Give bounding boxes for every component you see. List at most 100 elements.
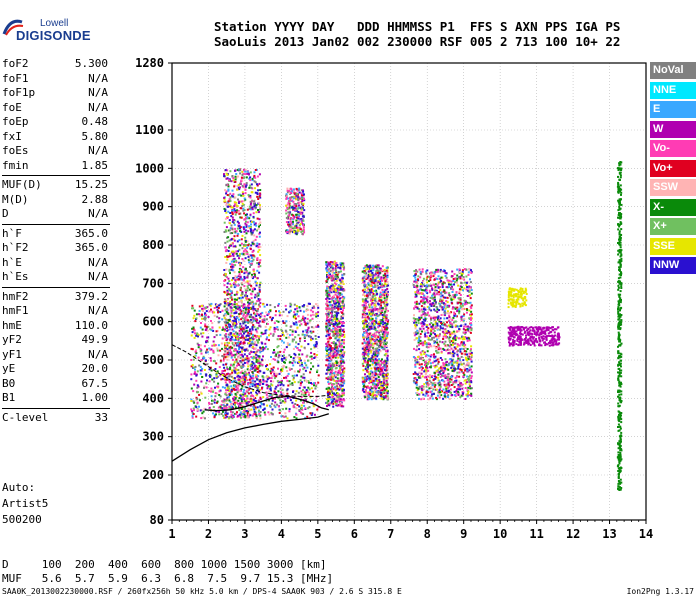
echo-point — [330, 356, 333, 359]
echo-point — [381, 395, 384, 398]
echo-point — [231, 335, 234, 338]
echo-point — [368, 382, 371, 385]
echo-point — [259, 406, 262, 409]
echo-point — [228, 389, 231, 392]
echo-point — [328, 344, 331, 347]
echo-point — [295, 203, 298, 206]
echo-point — [301, 376, 304, 379]
echo-point — [249, 382, 252, 385]
echo-point — [289, 368, 292, 371]
echo-point — [296, 404, 299, 406]
echo-point — [303, 386, 306, 389]
echo-point — [302, 315, 305, 318]
echo-point — [334, 267, 337, 270]
echo-point — [252, 395, 255, 398]
echo-point — [371, 322, 374, 325]
echo-point — [338, 345, 341, 348]
echo-point — [256, 192, 259, 195]
echo-point — [208, 368, 211, 371]
echo-point — [263, 407, 266, 410]
echo-point — [210, 369, 213, 372]
echo-point — [203, 385, 206, 388]
echo-point — [193, 409, 195, 412]
echo-point — [254, 369, 257, 372]
echo-point — [372, 387, 374, 390]
echo-point — [225, 203, 228, 206]
echo-point — [289, 396, 292, 399]
echo-point — [368, 348, 371, 351]
echo-point — [361, 380, 364, 383]
echo-point — [245, 399, 248, 402]
echo-point — [299, 368, 301, 371]
echo-point — [247, 308, 250, 311]
echo-point — [192, 413, 195, 415]
echo-point — [191, 410, 194, 413]
echo-point — [227, 200, 230, 203]
echo-point — [327, 263, 330, 266]
echo-point — [325, 313, 328, 316]
echo-point — [337, 296, 340, 298]
echo-point — [266, 348, 269, 351]
echo-point — [262, 376, 265, 379]
echo-point — [363, 361, 366, 364]
echo-point — [283, 361, 285, 364]
echo-point — [334, 329, 336, 332]
echo-point — [375, 363, 378, 366]
echo-point — [299, 340, 301, 343]
echo-point — [265, 365, 267, 368]
echo-point — [294, 336, 297, 339]
echo-point — [229, 290, 232, 293]
echo-point — [191, 416, 194, 419]
echo-point — [255, 318, 258, 321]
echo-point — [333, 307, 336, 310]
echo-point — [329, 329, 332, 332]
echo-point — [295, 226, 298, 229]
echo-point — [295, 305, 298, 307]
echo-point — [216, 308, 219, 311]
echo-point — [251, 385, 254, 387]
echo-point — [336, 291, 339, 294]
echo-point — [244, 349, 246, 351]
echo-point — [330, 355, 333, 358]
echo-point — [258, 362, 261, 365]
echo-point — [246, 357, 249, 360]
echo-point — [287, 230, 290, 233]
echo-point — [251, 260, 254, 263]
echo-point — [297, 197, 299, 200]
echo-point — [292, 188, 295, 191]
echo-point — [193, 329, 196, 332]
echo-point — [341, 274, 344, 277]
echo-point — [253, 234, 256, 237]
echo-point — [250, 303, 253, 306]
echo-point — [385, 374, 388, 377]
echo-point — [231, 415, 234, 418]
echo-point — [382, 377, 385, 380]
echo-point — [219, 395, 222, 398]
echo-point — [377, 310, 380, 313]
echo-point — [329, 388, 332, 391]
echo-point — [212, 360, 215, 362]
echo-point — [291, 225, 294, 228]
echo-point — [301, 353, 304, 356]
echo-point — [238, 306, 241, 309]
echo-point — [334, 297, 337, 300]
echo-point — [376, 382, 379, 385]
echo-point — [326, 278, 329, 281]
echo-point — [223, 301, 226, 303]
echo-point — [227, 396, 230, 398]
echo-point — [271, 316, 274, 319]
echo-point — [247, 244, 250, 247]
echo-point — [228, 392, 231, 395]
echo-point — [192, 358, 195, 361]
echo-point — [330, 370, 333, 373]
echo-point — [223, 173, 225, 176]
echo-point — [384, 319, 387, 322]
echo-point — [279, 384, 282, 387]
echo-point — [234, 279, 237, 282]
echo-point — [328, 337, 331, 340]
echo-point — [234, 209, 237, 212]
echo-point — [238, 405, 241, 407]
echo-point — [246, 397, 249, 400]
echo-point — [300, 189, 303, 192]
echo-point — [249, 398, 252, 401]
